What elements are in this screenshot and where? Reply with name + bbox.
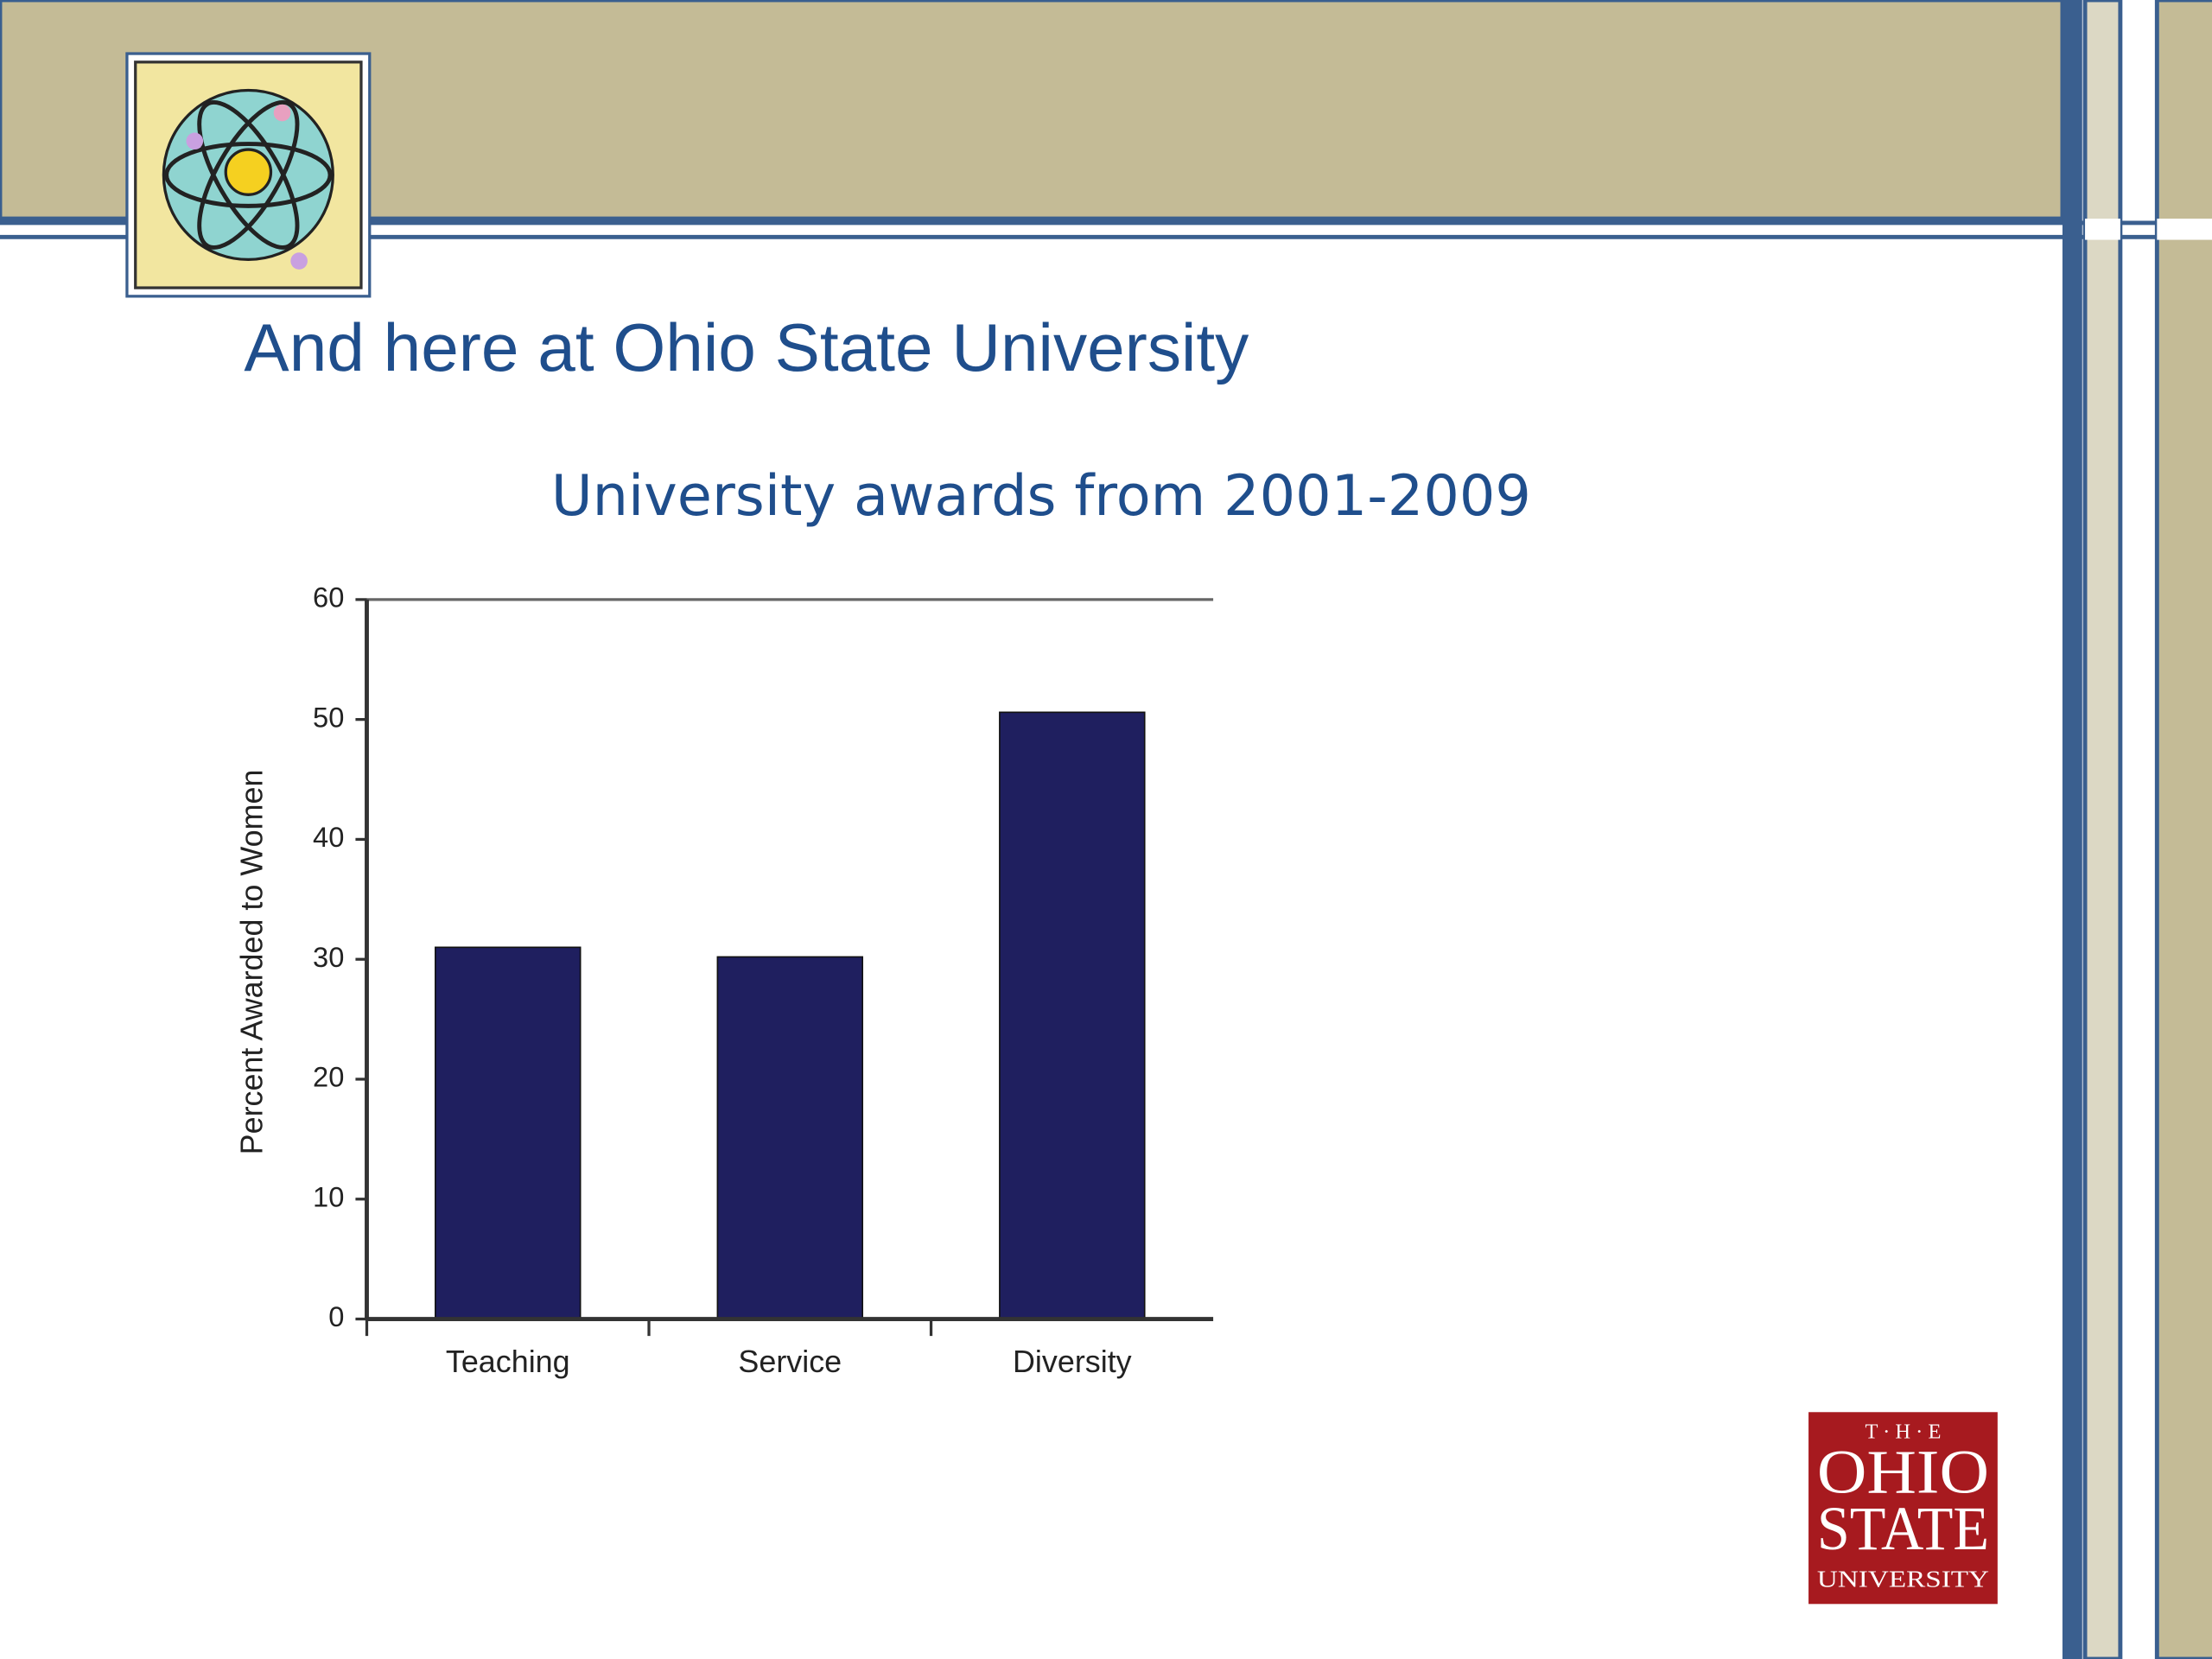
side-bar [2154,0,2212,1659]
logo-text: T · H · E [1866,1420,1942,1443]
gap [2085,219,2120,240]
y-axis-label: Percent Awarded to Women [233,770,269,1155]
atom-icon [125,52,372,298]
side-bar [2062,0,2082,1659]
logo-box [1808,1412,1998,1605]
y-tick-label: 10 [313,1180,344,1212]
logo-text: STATE [1817,1494,1989,1563]
x-tick-label: Service [738,1344,842,1379]
bar [999,711,1146,1320]
bar [435,946,582,1320]
gap [2157,219,2212,240]
logo-text: UNIVERSITY [1817,1567,1989,1593]
side-bar [2082,0,2123,1659]
slide-title: And here at Ohio State University [244,309,1249,385]
logo-text: OHIO [1817,1438,1989,1507]
bar [716,956,864,1320]
osu-logo: T · H · E OHIO STATE UNIVERSITY [1808,1412,1998,1605]
y-tick-label: 60 [313,582,344,613]
chart-title: University awards from 2001-2009 [551,463,1531,529]
y-tick-label: 30 [313,941,344,973]
x-tick-label: Teaching [446,1344,570,1379]
y-tick-label: 40 [313,821,344,853]
x-tick-label: Diversity [1013,1344,1132,1379]
y-tick-label: 50 [313,701,344,733]
y-tick-label: 20 [313,1061,344,1093]
y-tick-label: 0 [328,1300,344,1332]
